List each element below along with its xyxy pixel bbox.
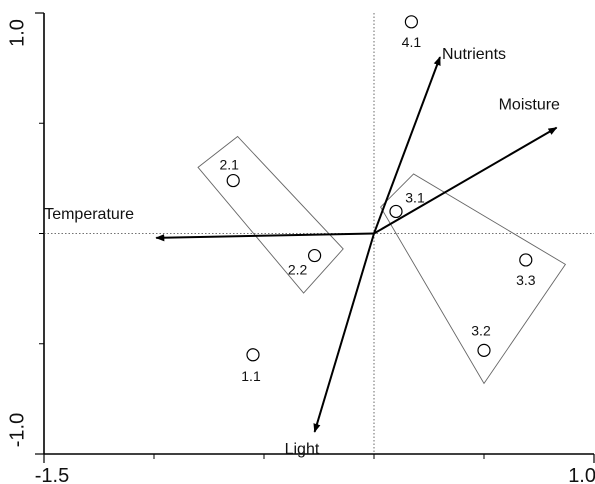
sample-point-2.2: [308, 248, 322, 263]
x-tick-label: -1.5: [35, 465, 69, 484]
sample-point-3.2: [477, 343, 491, 357]
sample-point-label: 3.2: [471, 322, 491, 338]
vector-label-nutrients: Nutrients: [442, 46, 506, 63]
vector-label-moisture: Moisture: [499, 97, 560, 114]
y-tick-label: 1.0: [6, 19, 28, 47]
vectors-layer: Nutrients Moisture Temperature Light: [44, 46, 560, 458]
reference-lines-layer: [44, 13, 594, 454]
y-tick-label: -1.0: [6, 413, 28, 447]
sample-point-4.1: [404, 15, 418, 29]
group-polygons-layer: [197, 135, 567, 385]
vector-label-light: Light: [285, 441, 320, 458]
plot-frame-layer: [43, 13, 594, 455]
axis-ticks-layer: -1.5 1.0 1.0 -1.0: [6, 12, 595, 484]
vector-arrow-light: [313, 233, 375, 433]
vector-label-temperature: Temperature: [44, 206, 134, 223]
sample-point-label: 1.1: [241, 368, 261, 384]
x-tick-label: 1.0: [568, 465, 595, 484]
group-polygon-3: [380, 173, 567, 385]
vector-arrow-temperature: [155, 232, 375, 242]
sample-point-label: 2.2: [288, 262, 308, 278]
sample-point-3.1: [389, 204, 403, 219]
sample-point-label: 2.1: [219, 157, 239, 173]
group-polygon-2: [197, 135, 344, 294]
vector-arrow-nutrients: [373, 56, 441, 234]
sample-point-3.3: [519, 253, 533, 267]
points-layer: 1.1 2.1 2.2 3.1 3.2 3.3 4.1: [219, 15, 536, 384]
sample-point-label: 3.1: [405, 189, 425, 205]
sample-point-1.1: [246, 348, 260, 362]
sample-point-label: 4.1: [402, 34, 422, 50]
sample-point-label: 3.3: [516, 272, 536, 288]
sample-point-2.1: [226, 173, 240, 188]
vector-arrow-moisture: [373, 126, 558, 235]
